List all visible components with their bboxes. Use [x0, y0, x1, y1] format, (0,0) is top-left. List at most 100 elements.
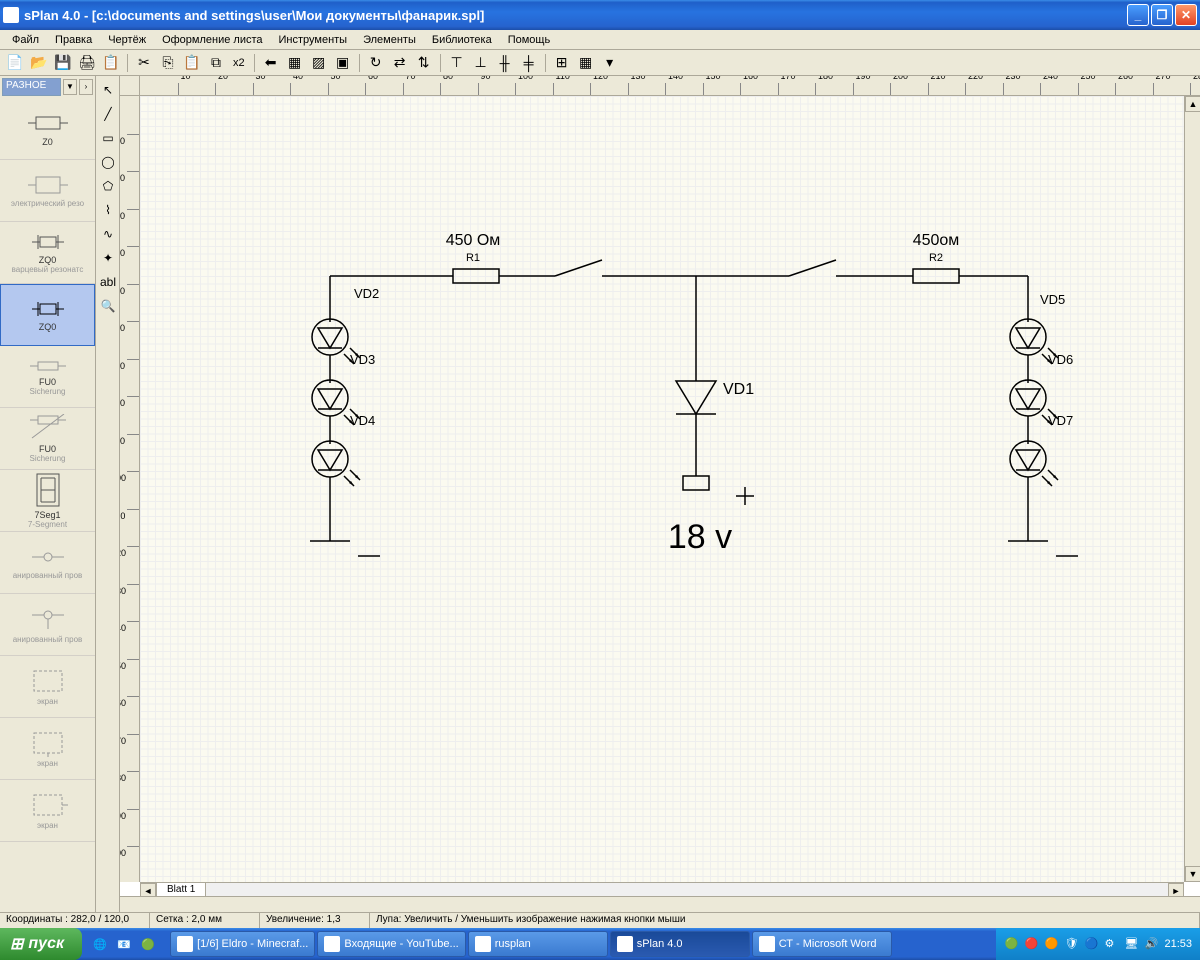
component-item[interactable]: анированный пров	[0, 594, 95, 656]
component-item[interactable]: экран	[0, 656, 95, 718]
pointer-tool[interactable]: ↖	[97, 79, 119, 101]
menu-elements[interactable]: Элементы	[355, 32, 424, 48]
align-left-button[interactable]: ⬅	[260, 52, 282, 74]
voltage-label: 18 v	[668, 518, 732, 556]
main-area: РАЗНОЕ ▼ › Z0электрический резоZQ0варцев…	[0, 76, 1200, 912]
export-button[interactable]: 📋	[100, 52, 122, 74]
component-item[interactable]: Z0	[0, 98, 95, 160]
menu-help[interactable]: Помощь	[500, 32, 559, 48]
component-ref: ZQ0	[39, 255, 57, 265]
menu-drawing[interactable]: Чертёж	[100, 32, 154, 48]
taskbar-task-button[interactable]: sPlan 4.0	[610, 931, 750, 957]
node-tool[interactable]: ✦	[97, 247, 119, 269]
circle-tool[interactable]: ◯	[97, 151, 119, 173]
grid-dropdown[interactable]: ▾	[599, 52, 621, 74]
quick-launch-icon[interactable]: 🌐	[90, 934, 110, 954]
component-item[interactable]: экран	[0, 780, 95, 842]
vd4-label: VD4	[350, 413, 375, 428]
window-title: sPlan 4.0 - [c:\documents and settings\u…	[24, 8, 1127, 23]
library-dropdown[interactable]: РАЗНОЕ	[2, 78, 61, 96]
component-panel: РАЗНОЕ ▼ › Z0электрический резоZQ0варцев…	[0, 76, 96, 912]
r2-name-label: R2	[929, 252, 943, 264]
flip-h-button[interactable]: ⇄	[389, 52, 411, 74]
curve-tool[interactable]: ∿	[97, 223, 119, 245]
bring-front-button[interactable]: ▦	[284, 52, 306, 74]
text-tool[interactable]: abl	[97, 271, 119, 293]
drawing-canvas[interactable]: 450 Ом R1 450ом R2 VD2	[140, 96, 1184, 882]
task-buttons: [1/6] Eldro - Minecraf...Входящие - YouT…	[166, 931, 996, 957]
component-item[interactable]: экран	[0, 718, 95, 780]
tray-icon[interactable]: 🛡	[1064, 937, 1078, 951]
new-button[interactable]: 📄	[4, 52, 26, 74]
library-dropdown-arrow[interactable]: ▼	[63, 79, 77, 95]
component-item[interactable]: FU0Sicherung	[0, 346, 95, 408]
flip-v-button[interactable]: ⇅	[413, 52, 435, 74]
tray-icon[interactable]: 🟠	[1044, 937, 1058, 951]
component-item[interactable]: анированный пров	[0, 532, 95, 594]
menu-file[interactable]: Файл	[4, 32, 47, 48]
grid-button[interactable]: ▦	[575, 52, 597, 74]
send-back-button[interactable]: ▨	[308, 52, 330, 74]
tray-icon[interactable]: 🖥	[1124, 937, 1138, 951]
clock[interactable]: 21:53	[1164, 938, 1192, 950]
component-name: Sicherung	[29, 454, 65, 463]
library-arrow-button[interactable]: ›	[79, 79, 93, 95]
scroll-down-arrow[interactable]: ▼	[1185, 866, 1200, 882]
taskbar-task-button[interactable]: Входящие - YouTube...	[317, 931, 465, 957]
snap-button[interactable]: ⊞	[551, 52, 573, 74]
group-button[interactable]: ▣	[332, 52, 354, 74]
paste-button[interactable]: 📋	[181, 52, 203, 74]
component-name: Sicherung	[29, 387, 65, 396]
component-item[interactable]: ZQ0	[0, 284, 95, 346]
tray-icon[interactable]: 🔴	[1024, 937, 1038, 951]
menu-tools[interactable]: Инструменты	[271, 32, 356, 48]
horizontal-ruler: 1020304050607080901001101201301401501601…	[140, 76, 1200, 96]
scroll-up-arrow[interactable]: ▲	[1185, 96, 1200, 112]
taskbar-task-button[interactable]: СТ - Microsoft Word	[752, 931, 892, 957]
menu-page-layout[interactable]: Оформление листа	[154, 32, 270, 48]
component-ref: 7Seg1	[34, 510, 60, 520]
align-bottom-button[interactable]: ⊥	[470, 52, 492, 74]
component-item[interactable]: 7Seg17-Segment	[0, 470, 95, 532]
maximize-button[interactable]: ❐	[1151, 4, 1173, 26]
vd6-label: VD6	[1048, 352, 1073, 367]
rect-tool[interactable]: ▭	[97, 127, 119, 149]
start-button[interactable]: ⊞ пуск	[0, 928, 82, 960]
grid-status: Сетка : 2,0 мм	[150, 913, 260, 928]
component-name: экран	[37, 697, 58, 706]
vd3-label: VD3	[350, 352, 375, 367]
cut-button[interactable]: ✂	[133, 52, 155, 74]
component-ref: FU0	[39, 444, 56, 454]
vertical-scrollbar[interactable]: ▲ ▼	[1184, 96, 1200, 882]
quick-launch-icon[interactable]: 🟢	[138, 934, 158, 954]
tray-icon[interactable]: ⚙	[1104, 937, 1118, 951]
component-item[interactable]: ZQ0варцевый резонатс	[0, 222, 95, 284]
taskbar-task-button[interactable]: rusplan	[468, 931, 608, 957]
save-button[interactable]: 💾	[52, 52, 74, 74]
app-icon	[3, 7, 19, 23]
tray-icon[interactable]: 🔵	[1084, 937, 1098, 951]
polygon-tool[interactable]: ⬠	[97, 175, 119, 197]
menu-edit[interactable]: Правка	[47, 32, 100, 48]
align-hcenter-button[interactable]: ╪	[518, 52, 540, 74]
minimize-button[interactable]: _	[1127, 4, 1149, 26]
zoom-tool[interactable]: 🔍	[97, 295, 119, 317]
align-top-button[interactable]: ⊤	[446, 52, 468, 74]
tray-icon[interactable]: 🟢	[1004, 937, 1018, 951]
duplicate-button[interactable]: ⧉	[205, 52, 227, 74]
rotate-button[interactable]: ↻	[365, 52, 387, 74]
component-item[interactable]: FU0Sicherung	[0, 408, 95, 470]
line-tool[interactable]: ╱	[97, 103, 119, 125]
copy-button[interactable]: ⎘	[157, 52, 179, 74]
toolbar: 📄 📂 💾 🖨 📋 ✂ ⎘ 📋 ⧉ x2 ⬅ ▦ ▨ ▣ ↻ ⇄ ⇅ ⊤ ⊥ ╫…	[0, 50, 1200, 76]
menu-library[interactable]: Библиотека	[424, 32, 500, 48]
taskbar-task-button[interactable]: [1/6] Eldro - Minecraf...	[170, 931, 315, 957]
polyline-tool[interactable]: ⌇	[97, 199, 119, 221]
component-item[interactable]: электрический резо	[0, 160, 95, 222]
tray-icon[interactable]: 🔊	[1144, 937, 1158, 951]
align-vcenter-button[interactable]: ╫	[494, 52, 516, 74]
print-button[interactable]: 🖨	[76, 52, 98, 74]
close-button[interactable]: ✕	[1175, 4, 1197, 26]
quick-launch-icon[interactable]: 📧	[114, 934, 134, 954]
open-button[interactable]: 📂	[28, 52, 50, 74]
